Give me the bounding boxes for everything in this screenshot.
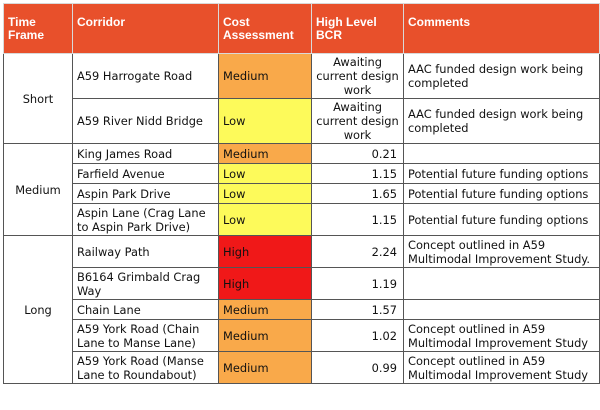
corridor-cell: A59 York Road (Chain Lane to Manse Lane) — [72, 319, 219, 352]
bcr-cell: 1.65 — [311, 183, 404, 204]
cost-cell: Low — [218, 98, 312, 144]
table-row: Aspin Park Drive Low 1.65 Potential futu… — [4, 183, 600, 204]
comments-cell — [403, 267, 600, 300]
bcr-cell: 0.21 — [311, 143, 404, 164]
cost-cell: Medium — [218, 299, 312, 320]
comments-cell: Potential future funding options — [403, 163, 600, 184]
corridor-cell: B6164 Grimbald Crag Way — [72, 267, 219, 300]
bcr-cell: 0.99 — [311, 351, 404, 384]
cost-cell: Low — [218, 163, 312, 184]
cost-cell: Medium — [218, 143, 312, 164]
header-row: Time Frame Corridor Cost Assessment High… — [3, 3, 600, 54]
comments-cell: Concept outlined in A59 Multimodal Impro… — [403, 351, 600, 384]
bcr-cell: 1.02 — [311, 319, 404, 352]
table-row: A59 York Road (Manse Lane to Roundabout)… — [4, 351, 600, 384]
time-frame-cell: Short — [3, 53, 73, 144]
cost-cell: Medium — [218, 53, 312, 99]
comments-cell: AAC funded design work being completed — [403, 98, 600, 144]
header-corridor: Corridor — [72, 3, 219, 54]
cost-cell: Low — [218, 203, 312, 236]
bcr-cell: 1.15 — [311, 203, 404, 236]
table-row: Aspin Lane (Crag Lane to Aspin Park Driv… — [4, 203, 600, 236]
bcr-cell: 1.15 — [311, 163, 404, 184]
corridor-cell: Aspin Park Drive — [72, 183, 219, 204]
corridor-cell: King James Road — [72, 143, 219, 164]
corridor-cell: A59 Harrogate Road — [72, 53, 219, 99]
table-row: Farfield Avenue Low 1.15 Potential futur… — [4, 163, 600, 184]
bcr-cell: 2.24 — [311, 235, 404, 268]
corridor-cell: Aspin Lane (Crag Lane to Aspin Park Driv… — [72, 203, 219, 236]
comments-cell: Concept outlined in A59 Multimodal Impro… — [403, 319, 600, 352]
table-row: Long Railway Path High 2.24 Concept outl… — [3, 235, 600, 384]
header-time-frame: Time Frame — [3, 3, 73, 54]
cost-cell: High — [218, 267, 312, 300]
time-frame-cell: Long — [3, 235, 73, 384]
cost-cell: Low — [218, 183, 312, 204]
cost-cell: Medium — [218, 351, 312, 384]
table-row: B6164 Grimbald Crag Way High 1.19 — [4, 267, 600, 300]
comments-cell: AAC funded design work being completed — [403, 53, 600, 99]
header-cost-assessment: Cost Assessment — [218, 3, 312, 54]
corridor-cell: A59 River Nidd Bridge — [72, 98, 219, 144]
cost-cell: Medium — [218, 319, 312, 352]
time-frame-cell: Medium — [3, 143, 73, 236]
corridor-cell: A59 York Road (Manse Lane to Roundabout) — [72, 351, 219, 384]
header-comments: Comments — [403, 3, 600, 54]
table-row: A59 River Nidd Bridge Low Awaiting curre… — [4, 98, 600, 144]
comments-cell: Potential future funding options — [403, 183, 600, 204]
bcr-cell: 1.19 — [311, 267, 404, 300]
table-row: A59 York Road (Chain Lane to Manse Lane)… — [4, 319, 600, 352]
bcr-cell: Awaiting current design work — [311, 98, 404, 144]
comments-cell: Potential future funding options — [403, 203, 600, 236]
comments-cell — [403, 143, 600, 164]
corridor-assessment-table: Time Frame Corridor Cost Assessment High… — [3, 3, 600, 384]
comments-cell: Concept outlined in A59 Multimodal Impro… — [403, 235, 600, 268]
table-row: Medium King James Road Medium 0.21 — [3, 143, 600, 236]
corridor-cell: Farfield Avenue — [72, 163, 219, 184]
comments-cell — [403, 299, 600, 320]
table-row: Chain Lane Medium 1.57 — [4, 299, 600, 320]
bcr-cell: Awaiting current design work — [311, 53, 404, 99]
corridor-cell: Chain Lane — [72, 299, 219, 320]
table-row: Short A59 Harrogate Road Medium Awaiting… — [3, 53, 600, 144]
bcr-cell: 1.57 — [311, 299, 404, 320]
corridor-cell: Railway Path — [72, 235, 219, 268]
header-bcr: High Level BCR — [311, 3, 404, 54]
cost-cell: High — [218, 235, 312, 268]
